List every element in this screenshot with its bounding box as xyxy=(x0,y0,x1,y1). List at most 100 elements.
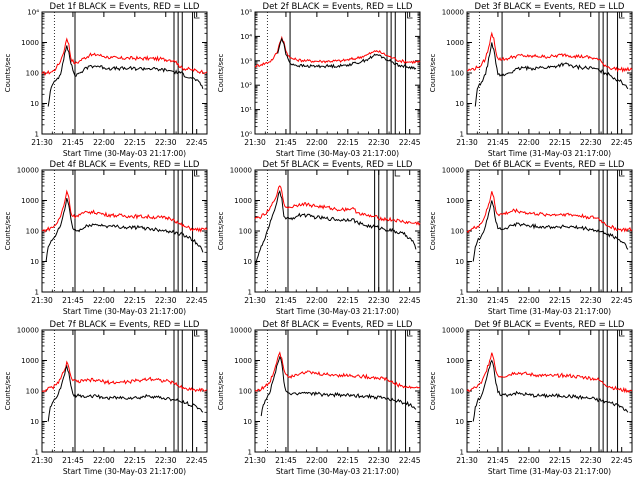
panel-title: Det 1f BLACK = Events, RED = LLD xyxy=(50,2,200,12)
series-line-lld xyxy=(254,185,421,226)
x-tick-label: 22:15 xyxy=(549,296,571,305)
x-tick-label: 21:45 xyxy=(275,456,297,465)
y-tick-label: 10000 xyxy=(17,327,39,335)
y-axis-label: Counts/sec xyxy=(429,212,437,251)
panel-det-4f: Det 4f BLACK = Events, RED = LLD Counts/s… xyxy=(4,160,208,316)
y-tick-label: 10000 xyxy=(230,327,252,335)
series-line-lld xyxy=(466,352,633,394)
y-tick-label: 10000 xyxy=(17,167,39,175)
y-tick-label: 1000 xyxy=(234,197,252,205)
x-tick-label: 22:15 xyxy=(124,296,146,305)
y-tick-label: 10000 xyxy=(442,327,464,335)
x-tick-label: 21:30 xyxy=(456,138,478,147)
x-tick-label: 22:15 xyxy=(337,296,359,305)
y-axis-label: Counts/sec xyxy=(217,54,225,93)
y-tick-label: 10 xyxy=(30,418,39,426)
x-axis-label: Start Time (30-May-03 21:17:00) xyxy=(276,307,399,316)
y-axis-label: Counts/sec xyxy=(217,212,225,251)
x-tick-label: 21:30 xyxy=(244,456,266,465)
x-axis-label: Start Time (31-May-03 21:17:00) xyxy=(488,467,611,476)
panel-det-6f: Det 6f BLACK = Events, RED = LLD Counts/s… xyxy=(429,160,633,316)
corner-bracket xyxy=(619,12,625,19)
x-tick-label: 21:30 xyxy=(31,138,53,147)
y-tick-label: 10 xyxy=(455,258,464,266)
y-tick-label: 1 xyxy=(460,449,464,457)
series-line-lld xyxy=(466,31,633,73)
y-tick-label: 10000 xyxy=(230,167,252,175)
y-tick-label: 1000 xyxy=(234,357,252,365)
x-tick-label: 21:30 xyxy=(31,296,53,305)
x-tick-label: 22:30 xyxy=(368,296,390,305)
series-line-events xyxy=(277,37,417,70)
x-tick-label: 22:00 xyxy=(518,296,540,305)
y-tick-label: 10⁰ xyxy=(240,131,252,139)
x-tick-label: 22:45 xyxy=(186,456,208,465)
panel-title: Det 6f BLACK = Events, RED = LLD xyxy=(475,160,625,170)
x-tick-label: 22:15 xyxy=(124,456,146,465)
corner-bracket xyxy=(407,12,413,19)
x-tick-label: 21:45 xyxy=(487,296,509,305)
panel-det-1f: Det 1f BLACK = Events, RED = LLD Counts/s… xyxy=(4,2,208,158)
x-tick-label: 22:30 xyxy=(155,296,177,305)
x-tick-label: 21:30 xyxy=(456,456,478,465)
x-axis-label: Start Time (31-May-03 21:17:00) xyxy=(488,307,611,316)
y-tick-label: 1 xyxy=(248,289,252,297)
y-tick-label: 1 xyxy=(35,289,39,297)
y-tick-label: 100 xyxy=(26,388,39,396)
series-line-lld xyxy=(466,191,633,234)
x-tick-label: 22:30 xyxy=(580,138,602,147)
x-tick-label: 22:45 xyxy=(399,138,421,147)
series-line-events xyxy=(260,355,417,417)
y-tick-label: 1 xyxy=(460,289,464,297)
y-tick-label: 1 xyxy=(248,449,252,457)
y-tick-label: 1000 xyxy=(446,357,464,365)
x-tick-label: 22:00 xyxy=(93,138,115,147)
x-tick-label: 22:15 xyxy=(549,138,571,147)
panel-title: Det 4f BLACK = Events, RED = LLD xyxy=(50,160,200,170)
y-tick-label: 10000 xyxy=(442,167,464,175)
x-tick-label: 21:45 xyxy=(275,138,297,147)
x-tick-label: 22:00 xyxy=(518,138,540,147)
x-tick-label: 22:15 xyxy=(124,138,146,147)
corner-bracket xyxy=(194,12,200,19)
series-line-lld xyxy=(254,351,420,392)
panel-title: Det 5f BLACK = Events, RED = LLD xyxy=(263,160,413,170)
x-axis-label: Start Time (30-May-03 21:17:00) xyxy=(276,467,399,476)
series-line-events xyxy=(47,45,204,107)
y-axis-label: Counts/sec xyxy=(429,372,437,411)
y-tick-label: 10¹ xyxy=(240,106,252,114)
x-axis-label: Start Time (31-May-03 21:17:00) xyxy=(488,149,611,158)
x-tick-label: 22:30 xyxy=(368,456,390,465)
series-line-lld xyxy=(41,360,208,393)
y-tick-label: 10 xyxy=(243,258,252,266)
y-axis-label: Counts/sec xyxy=(4,54,12,93)
y-tick-label: 1 xyxy=(460,131,464,139)
y-tick-label: 10⁴ xyxy=(240,33,252,41)
series-line-lld xyxy=(41,37,208,76)
series-line-events xyxy=(47,364,204,422)
y-tick-label: 1 xyxy=(35,449,39,457)
x-tick-label: 22:30 xyxy=(580,456,602,465)
y-tick-label: 10 xyxy=(455,418,464,426)
x-tick-label: 22:45 xyxy=(186,138,208,147)
x-tick-label: 21:30 xyxy=(31,456,53,465)
y-tick-label: 10⁵ xyxy=(240,9,252,17)
corner-bracket xyxy=(194,170,200,177)
x-axis-label: Start Time (30-May-03 21:17:00) xyxy=(276,149,399,158)
y-tick-label: 100 xyxy=(239,388,252,396)
x-tick-label: 22:45 xyxy=(611,456,633,465)
y-tick-label: 100 xyxy=(26,228,39,236)
y-axis-label: Counts/sec xyxy=(429,54,437,93)
x-tick-label: 22:00 xyxy=(518,456,540,465)
y-tick-label: 10 xyxy=(30,100,39,108)
x-tick-label: 21:45 xyxy=(275,296,297,305)
y-tick-label: 1000 xyxy=(21,197,39,205)
x-tick-label: 21:30 xyxy=(456,296,478,305)
x-tick-label: 21:45 xyxy=(62,456,84,465)
panel-det-5f: Det 5f BLACK = Events, RED = LLD Counts/s… xyxy=(217,160,421,316)
corner-bracket xyxy=(619,330,625,337)
panel-title: Det 2f BLACK = Events, RED = LLD xyxy=(263,2,413,12)
x-tick-label: 22:15 xyxy=(549,456,571,465)
y-tick-label: 100 xyxy=(451,70,464,78)
